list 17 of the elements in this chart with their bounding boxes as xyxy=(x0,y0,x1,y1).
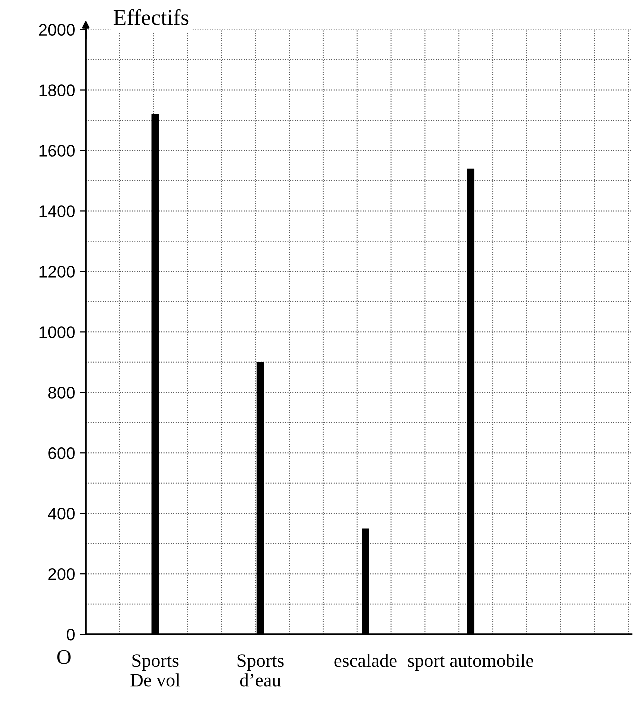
y-tick-label: 0 xyxy=(66,628,75,641)
y-tick-label: 1800 xyxy=(40,84,75,96)
text: O xyxy=(58,650,71,664)
x-tick-label: sport automobile xyxy=(408,654,534,672)
y-tick-label: 600 xyxy=(48,448,75,460)
x-tick-label: Sports De vol xyxy=(130,654,180,687)
y-tick-label: 1400 xyxy=(40,206,75,218)
y-axis-title: Effectifs xyxy=(114,9,189,26)
y-tick-label: 800 xyxy=(48,387,75,399)
y-tick-label: 1000 xyxy=(40,326,75,338)
y-tick-label: 400 xyxy=(48,508,75,520)
y-tick-label: 2000 xyxy=(39,24,75,36)
y-tick-label: 200 xyxy=(48,568,75,580)
y-tick-label: 1600 xyxy=(40,145,75,157)
x-tick-label: Sports d’eau xyxy=(238,654,284,687)
x-tick-label: escalade xyxy=(334,654,397,668)
y-tick-label: 1200 xyxy=(40,266,75,278)
